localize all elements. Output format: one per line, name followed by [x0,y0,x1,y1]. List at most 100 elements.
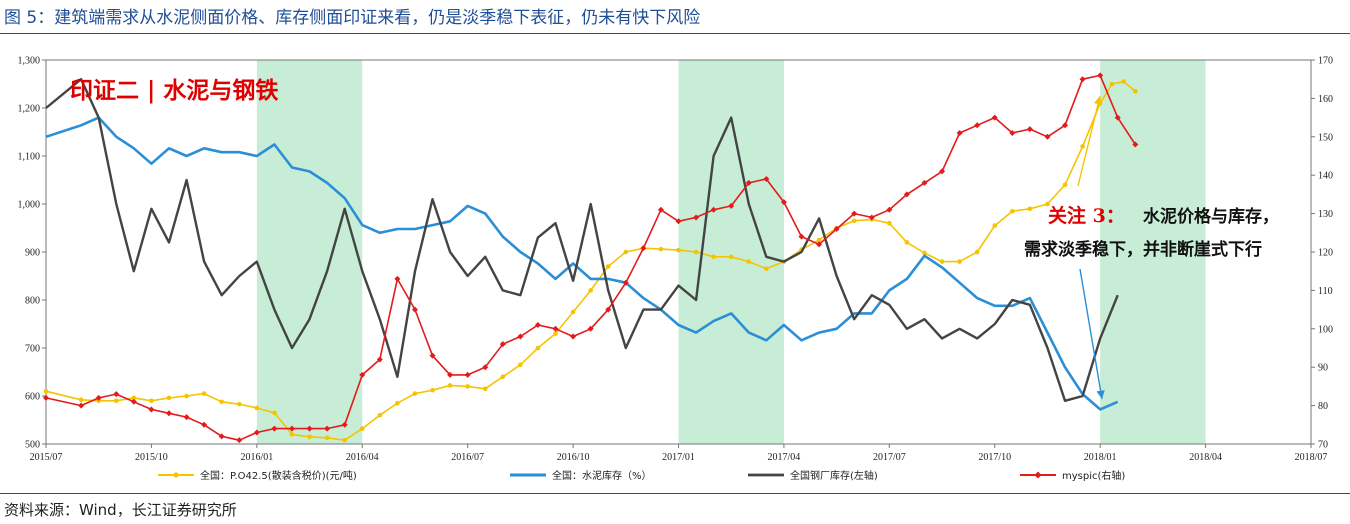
data-point [113,398,119,404]
y-right-tick-label: 150 [1318,132,1333,143]
y-right-tick-label: 140 [1318,171,1333,182]
data-point [534,321,541,328]
x-tick-label: 2016/07 [451,452,484,463]
data-point [903,191,910,198]
data-point [1044,133,1051,140]
data-point [306,425,313,432]
note-red-label: 关注 3： [1048,204,1125,227]
data-point [1079,76,1086,83]
y-right-tick-label: 130 [1318,209,1333,220]
x-tick-label: 2016/04 [346,452,379,463]
data-point [412,391,418,396]
data-point [1062,182,1068,188]
data-point [342,437,347,443]
data-point [1133,88,1138,94]
data-point [289,432,295,437]
data-point [166,395,172,401]
x-tick-label: 2015/07 [30,452,63,463]
data-point [377,412,383,418]
x-tick-label: 2017/10 [978,452,1011,463]
title-rule [0,33,1350,34]
data-point [939,259,945,264]
data-point [201,421,208,428]
data-point [886,206,893,213]
data-point [798,233,805,240]
data-point [78,402,85,409]
data-point [1009,129,1016,136]
data-point [816,237,822,243]
y-right-tick-label: 90 [1318,363,1328,374]
y-left-tick-label: 1,200 [18,104,41,115]
series-2 [45,78,1119,402]
data-point [518,362,523,368]
y-left-tick-label: 1,300 [18,56,41,67]
data-point [780,199,787,206]
legend-label: 全国：水泥库存（%） [552,469,652,482]
data-point [447,383,453,388]
data-point [921,179,928,186]
data-point [130,398,137,405]
data-point [605,264,611,269]
data-point [956,129,963,136]
data-point [148,406,155,413]
data-point [43,388,49,394]
x-tick-label: 2016/10 [557,452,590,463]
data-point [113,391,120,398]
note-line-2: 需求淡季稳下，并非断崖式下行 [1024,239,1262,260]
data-point [324,435,330,441]
source-rule [0,493,1350,494]
legend-label: 全国钢厂库存(左轴) [790,469,878,482]
data-point [676,247,681,253]
data-point [658,246,664,252]
data-point [165,410,172,417]
data-point [219,399,224,405]
legend-item: 全国钢厂库存(左轴) [748,469,878,482]
data-point [324,425,331,432]
shaded-period [256,60,363,444]
data-point [464,371,471,378]
data-point [745,179,752,186]
data-point [218,433,225,440]
y-right-tick-label: 100 [1318,324,1333,335]
data-point [1109,81,1115,87]
data-point [1062,122,1069,129]
x-tick-label: 2018/01 [1084,452,1117,463]
data-point [394,275,401,282]
x-tick-label: 2018/07 [1295,452,1328,463]
data-point [657,206,664,213]
data-point [570,333,577,340]
y-left-tick-label: 1,100 [18,152,41,163]
legend-item: myspic(右轴) [1020,469,1125,482]
data-point [1121,79,1126,84]
data-point [500,374,506,380]
data-point [254,405,260,411]
data-point [868,214,875,221]
data-point [693,249,699,255]
legend: 全国：P.O42.5(散装含税价)(元/吨) 全国：水泥库存（%） 全国钢厂库存(左… [158,469,1125,482]
data-point [570,309,576,315]
shaded-period [1100,60,1206,444]
data-point [517,333,524,340]
data-point [149,398,154,404]
y-left-tick-label: 500 [25,440,40,451]
data-point [307,434,312,440]
data-point [1097,72,1104,79]
shaded-periods [256,60,1206,444]
y-right-tick-label: 120 [1318,248,1333,259]
data-point [851,218,857,224]
x-tick-label: 2016/01 [240,452,273,463]
data-point [253,429,260,436]
data-point [1027,206,1033,212]
data-point [465,384,470,389]
data-point [640,245,647,252]
data-point [430,387,435,393]
data-point [447,371,454,378]
data-point [535,345,541,351]
data-point [675,218,682,225]
data-point [359,371,366,378]
data-point [922,250,927,256]
data-point [992,223,998,228]
series-1 [45,116,1119,411]
figure-title: 图 5：建筑端需求从水泥侧面价格、库存侧面印证来看，仍是淡季稳下表征，仍未有快下… [4,8,701,28]
legend-label: myspic(右轴) [1062,469,1125,482]
